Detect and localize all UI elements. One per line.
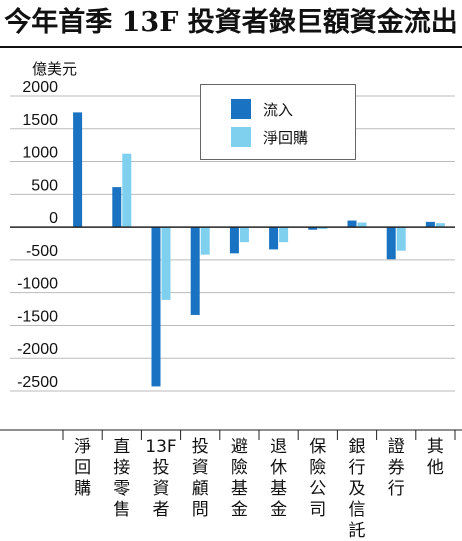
category-label: 金 [270,500,287,520]
y-tick-label: -2000 [17,341,58,358]
chart-legend: 流入 淨回購 [200,84,356,160]
category-label: 回 [74,458,91,478]
category-label: 險 [231,458,248,478]
category-label: 避 [231,437,248,457]
bar-net-buyback [122,153,132,228]
bar-net-buyback [279,227,289,243]
category-label: 問 [192,500,209,520]
category-label: 銀 [349,437,366,457]
bar-inflow [425,221,435,228]
bar-inflow [73,112,83,228]
category-label: 購 [74,479,91,499]
bar-inflow [308,227,318,230]
legend-label-net-buyback: 淨回購 [263,128,309,147]
category-label: 基 [231,479,248,499]
category-label: 基 [270,479,287,499]
bar-inflow [386,227,396,260]
legend-swatch-inflow [231,99,251,119]
legend-item-net-buyback: 淨回購 [231,127,308,147]
bar-inflow [151,227,161,387]
category-label: 接 [113,458,130,478]
bar-inflow [347,220,357,228]
y-tick-label: 500 [31,177,58,194]
category-label: 顧 [192,479,209,499]
category-label: 者 [153,500,170,520]
bar-net-buyback [239,227,249,243]
category-label: 其 [427,437,444,457]
bar-inflow [229,227,239,254]
bar-net-buyback [357,222,367,228]
bar-inflow [269,227,279,250]
category-label: 售 [113,500,130,520]
bar-net-buyback [318,227,328,230]
category-label: 及 [349,479,366,499]
y-tick-label: -1000 [17,276,58,293]
legend-swatch-net-buyback [231,127,251,147]
legend-label-inflow: 流入 [263,100,294,119]
category-label: 資 [192,458,209,478]
category-label: 行 [388,479,405,499]
bar-net-buyback [200,227,210,255]
bar-inflow [112,187,122,228]
category-label: 證 [388,437,405,457]
bar-net-buyback [396,227,406,251]
category-label: 託 [349,521,366,541]
y-tick-label: 1000 [22,145,58,162]
category-label: 公 [309,479,326,499]
y-tick-label: -2500 [17,374,58,391]
category-label: 資 [153,479,170,499]
legend-item-inflow: 流入 [231,99,293,119]
y-tick-label: 2000 [22,79,58,96]
category-label: 保 [309,437,326,457]
category-label: 淨 [74,437,91,457]
category-label: 投 [192,437,209,457]
y-tick-label: 1500 [22,112,58,129]
category-label: 零 [113,479,130,499]
bar-net-buyback [161,227,171,300]
title-divider [0,46,462,48]
y-tick-label: -500 [26,243,58,260]
y-tick-label: 0 [49,210,58,227]
category-label: 行 [349,458,366,478]
chart-title: 今年首季 13F 投資者錄巨額資金流出 [4,7,458,38]
category-label: 險 [309,458,326,478]
y-axis-unit-label: 億美元 [32,60,78,78]
y-tick-label: -1500 [17,308,58,325]
category-label: 他 [427,458,444,478]
category-label: 信 [349,500,366,520]
category-label: 直 [113,437,130,457]
bar-inflow [190,227,200,315]
category-label: 退 [270,437,287,457]
category-label: 券 [388,458,405,478]
bar-net-buyback [435,223,445,228]
category-label: 13F [145,437,176,457]
category-label: 投 [153,458,170,478]
category-label: 金 [231,500,248,520]
category-label: 休 [270,458,287,478]
category-label: 司 [309,500,326,520]
